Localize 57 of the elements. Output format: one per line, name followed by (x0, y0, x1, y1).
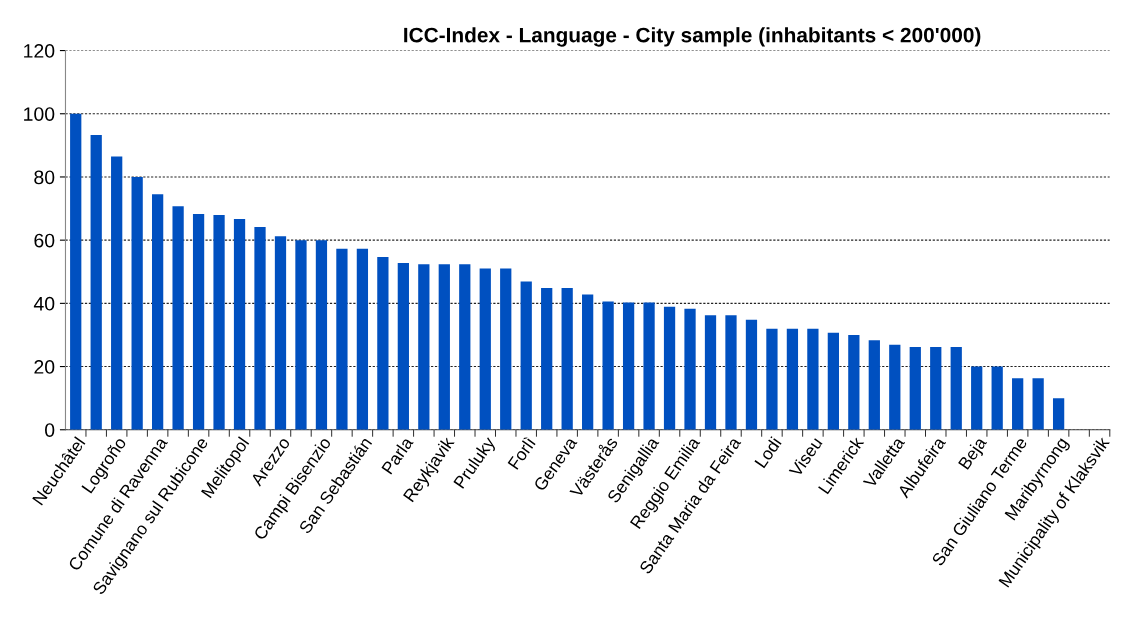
bar (397, 262, 409, 430)
bar (90, 134, 102, 430)
bar (479, 268, 491, 430)
bar (315, 240, 328, 430)
bar (1012, 378, 1024, 430)
bar (336, 248, 348, 430)
bar (500, 268, 512, 430)
bar (745, 319, 758, 430)
bar (827, 332, 839, 430)
bar (991, 366, 1003, 430)
bar (622, 302, 635, 430)
y-tick-label: 0 (45, 423, 55, 437)
bar (602, 301, 614, 430)
bar (520, 281, 532, 430)
bar (582, 294, 594, 430)
y-tick-label: 100 (24, 107, 55, 121)
bar (70, 113, 82, 430)
bar (971, 366, 983, 430)
bar (1052, 398, 1065, 430)
bar (172, 206, 184, 430)
bar (254, 226, 266, 430)
bar (152, 194, 164, 430)
bar (786, 328, 799, 430)
bar (848, 334, 860, 430)
bar (459, 264, 471, 430)
bar (684, 308, 696, 430)
y-tick-label: 80 (34, 170, 55, 185)
bar (1032, 378, 1044, 430)
bar (192, 213, 205, 430)
bar (766, 328, 778, 430)
y-tick-label: 20 (34, 360, 55, 374)
bar (807, 328, 819, 430)
bar (377, 256, 389, 430)
bar (950, 346, 962, 430)
bar (274, 236, 287, 430)
bar (131, 176, 143, 430)
bar (868, 340, 880, 430)
y-tick-label: 120 (24, 44, 55, 58)
bar (541, 287, 553, 430)
bar (704, 315, 717, 430)
y-tick-label: 60 (34, 233, 55, 248)
bar (643, 302, 655, 430)
bar (930, 346, 942, 430)
bar (561, 287, 573, 430)
chart-title: ICC-Index - Language - City sample (inhabitants < 200'000) (404, 27, 981, 47)
bar (111, 156, 123, 430)
bar (418, 264, 430, 430)
bar (889, 344, 901, 430)
y-tick-label: 40 (33, 296, 55, 311)
bar (356, 248, 369, 430)
bar (909, 346, 921, 430)
bar (725, 315, 737, 430)
bar (438, 264, 450, 430)
bar (663, 306, 676, 430)
bar (213, 214, 225, 430)
bar (233, 218, 246, 430)
bar (295, 240, 307, 430)
